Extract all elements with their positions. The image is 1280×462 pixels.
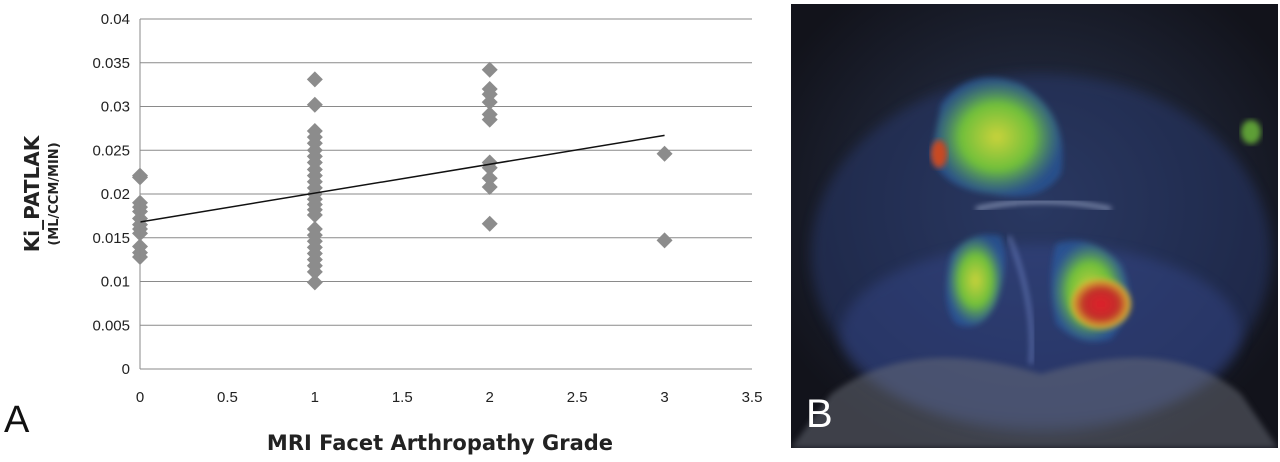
data-point	[481, 215, 498, 232]
mri-pet-image	[791, 4, 1278, 448]
x-tick-label: 1.5	[392, 389, 413, 406]
x-tick-label: 1	[311, 389, 319, 406]
y-tick-label: 0.005	[92, 317, 130, 334]
data-point	[306, 274, 323, 291]
y-tick-label: 0.04	[101, 11, 130, 28]
data-point	[306, 207, 323, 223]
y-tick-label: 0	[122, 361, 130, 378]
y-tick-label: 0.03	[101, 99, 130, 116]
grid-lines	[140, 18, 752, 370]
y-tick-label: 0.02	[101, 186, 130, 203]
data-point	[481, 179, 498, 195]
data-point	[481, 111, 498, 128]
data-points	[132, 61, 673, 291]
data-point	[306, 71, 323, 88]
x-tick-labels: 0 0.5 1 1.5 2 2.5 3 3.5	[136, 389, 763, 406]
y-tick-label: 0.01	[101, 274, 130, 291]
data-point	[656, 145, 673, 162]
y-tick-label: 0.035	[92, 55, 130, 72]
trend-line	[139, 134, 665, 223]
x-tick-label: 0	[136, 389, 144, 406]
x-axis-title: MRI Facet Arthropathy Grade	[267, 431, 613, 455]
x-tick-label: 0.5	[217, 389, 238, 406]
data-point	[306, 263, 323, 280]
y-axis-title: Ki_PATLAK	[20, 134, 44, 252]
data-point	[481, 94, 498, 111]
x-tick-label: 2	[486, 389, 494, 406]
panel-a-label: A	[4, 399, 30, 441]
x-tick-label: 3.5	[742, 389, 763, 406]
y-tick-labels: 0 0.005 0.01 0.015 0.02 0.025 0.03 0.035 0.04	[92, 11, 130, 378]
x-tick-label: 3	[660, 389, 668, 406]
data-point	[656, 232, 673, 249]
y-tick-label: 0.015	[92, 230, 130, 247]
data-point	[306, 96, 323, 113]
data-point	[481, 170, 498, 187]
y-axis-unit: (ML/CCM/MIN)	[47, 142, 62, 245]
y-tick-label: 0.025	[92, 142, 130, 159]
x-tick-label: 2.5	[567, 389, 588, 406]
data-point	[481, 61, 498, 78]
panel-b-label: B	[806, 392, 833, 436]
